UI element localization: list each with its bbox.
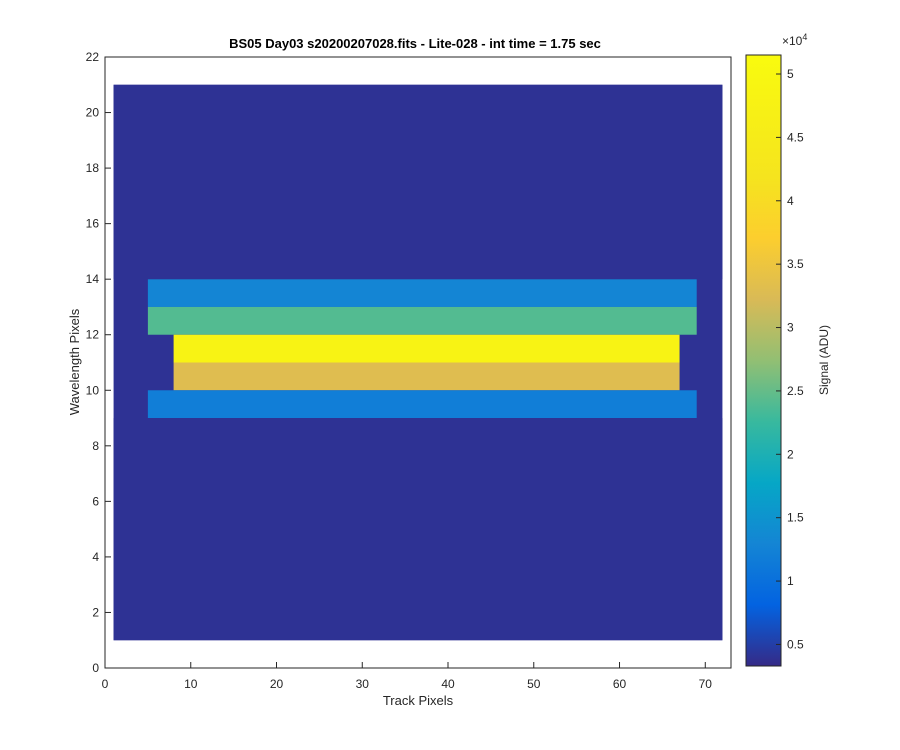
- y-tick-label: 18: [86, 161, 100, 175]
- colorbar-tick-label: 2.5: [787, 384, 804, 398]
- y-axis-label: Wavelength Pixels: [67, 308, 82, 415]
- y-tick-label: 22: [86, 50, 100, 64]
- y-tick-label: 12: [86, 328, 100, 342]
- y-tick-label: 16: [86, 217, 100, 231]
- heatmap-band: [147, 279, 697, 307]
- colorbar-ticks: 0.5 1 1.5 2 2.5 3 3.5 4 4.5 5: [776, 67, 804, 651]
- x-tick-label: 60: [613, 677, 627, 691]
- heatmap-band: [173, 362, 680, 391]
- x-tick-label: 70: [699, 677, 713, 691]
- colorbar-tick-label: 4.5: [787, 130, 804, 144]
- colorbar-tick-label: 2: [787, 447, 794, 461]
- colorbar-exponent-label: ×104: [782, 32, 807, 48]
- colorbar: [745, 54, 782, 667]
- y-tick-label: 10: [86, 383, 100, 397]
- x-tick-label: 10: [184, 677, 198, 691]
- y-axis-ticks: 0 2 4 6 8 10 12 14 16 18 20 22: [86, 50, 111, 675]
- heatmap-band: [113, 418, 723, 641]
- heatmap-band: [147, 306, 697, 335]
- heatmap-band: [147, 390, 697, 419]
- y-tick-label: 20: [86, 106, 100, 120]
- heatmap-band: [173, 334, 680, 363]
- y-tick-label: 0: [92, 661, 99, 675]
- y-tick-label: 6: [92, 494, 99, 508]
- colorbar-tick-label: 3: [787, 321, 794, 335]
- x-tick-label: 20: [270, 677, 284, 691]
- x-tick-label: 50: [527, 677, 541, 691]
- colorbar-tick-label: 3.5: [787, 257, 804, 271]
- colorbar-tick-label: 4: [787, 194, 794, 208]
- y-tick-label: 2: [92, 605, 99, 619]
- x-axis-label: Track Pixels: [383, 693, 454, 708]
- x-tick-label: 40: [441, 677, 455, 691]
- colorbar-tick-label: 5: [787, 67, 794, 81]
- x-tick-label: 0: [102, 677, 109, 691]
- y-tick-label: 14: [86, 272, 100, 286]
- x-axis-ticks: 0 10 20 30 40 50 60 70: [102, 662, 713, 691]
- colorbar-tick-label: 1.5: [787, 511, 804, 525]
- chart-title: BS05 Day03 s20200207028.fits - Lite-028 …: [229, 36, 601, 51]
- colorbar-tick-label: 1: [787, 574, 794, 588]
- colorbar-label: Signal (ADU): [817, 325, 831, 395]
- heatmap-band: [113, 84, 723, 280]
- colorbar-tick-label: 0.5: [787, 637, 804, 651]
- y-tick-label: 8: [92, 439, 99, 453]
- x-tick-label: 30: [356, 677, 370, 691]
- heatmap-cells: [113, 84, 723, 641]
- y-tick-label: 4: [92, 550, 99, 564]
- plot-axes-box: [104, 56, 732, 669]
